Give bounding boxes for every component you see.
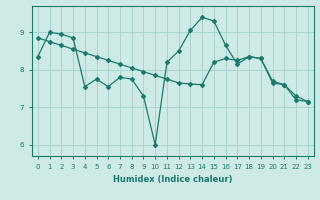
X-axis label: Humidex (Indice chaleur): Humidex (Indice chaleur): [113, 175, 233, 184]
